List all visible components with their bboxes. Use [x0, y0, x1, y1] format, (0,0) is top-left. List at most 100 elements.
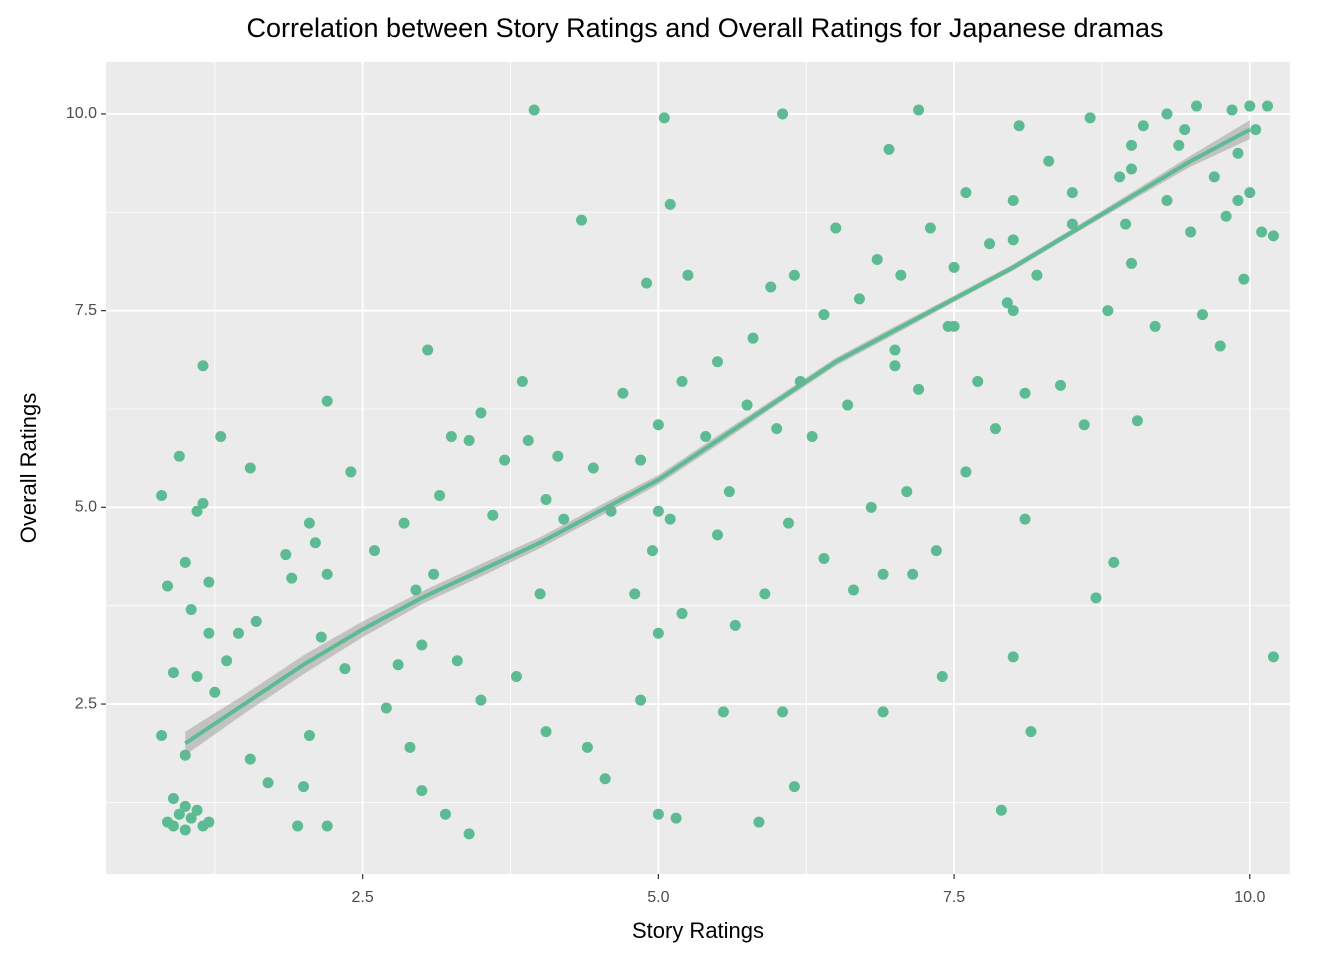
point — [1007, 651, 1019, 663]
point — [1031, 269, 1043, 281]
point — [930, 545, 942, 557]
point — [203, 576, 215, 588]
point — [510, 671, 522, 683]
point — [303, 517, 315, 529]
point — [1013, 120, 1025, 132]
point — [1001, 297, 1013, 309]
chart-title: Correlation between Story Ratings and Ov… — [247, 13, 1164, 43]
point — [960, 187, 972, 199]
point — [676, 375, 688, 387]
point — [948, 320, 960, 332]
point — [540, 726, 552, 738]
point — [309, 537, 321, 549]
point — [232, 627, 244, 639]
point — [1025, 726, 1037, 738]
point — [1238, 273, 1250, 285]
point — [250, 615, 262, 627]
point — [1244, 100, 1256, 112]
point — [185, 604, 197, 616]
point — [747, 332, 759, 344]
point — [475, 407, 487, 419]
point — [759, 588, 771, 600]
point — [842, 399, 854, 411]
point — [913, 383, 925, 395]
point — [1232, 147, 1244, 159]
point — [463, 434, 475, 446]
y-tick-label: 5.0 — [75, 499, 97, 516]
point — [1108, 556, 1120, 568]
point — [652, 505, 664, 517]
point — [871, 253, 883, 265]
smooth-line — [184, 127, 1251, 746]
point — [995, 804, 1007, 816]
point — [1084, 112, 1096, 124]
point — [1019, 387, 1031, 399]
point — [658, 112, 670, 124]
point — [729, 619, 741, 631]
point — [936, 671, 948, 683]
point — [629, 588, 641, 600]
point — [877, 568, 889, 580]
point — [191, 804, 203, 816]
point — [1179, 124, 1191, 136]
point — [723, 486, 735, 498]
point — [682, 269, 694, 281]
point — [788, 269, 800, 281]
point — [599, 773, 611, 785]
point — [818, 552, 830, 564]
point — [889, 344, 901, 356]
point — [1019, 513, 1031, 525]
point — [1232, 194, 1244, 206]
point — [1114, 171, 1126, 183]
point — [830, 222, 842, 234]
point — [575, 214, 587, 226]
plot-panel — [106, 62, 1290, 874]
point — [292, 820, 304, 832]
point — [972, 375, 984, 387]
point — [156, 490, 168, 502]
x-tick-label: 5.0 — [647, 889, 669, 906]
point — [664, 198, 676, 210]
point — [451, 655, 463, 667]
point — [1102, 305, 1114, 317]
point — [173, 808, 185, 820]
point — [439, 808, 451, 820]
point — [416, 639, 428, 651]
point — [162, 580, 174, 592]
point — [1131, 415, 1143, 427]
point — [777, 108, 789, 120]
y-tick-label: 2.5 — [75, 695, 97, 712]
point — [652, 808, 664, 820]
point — [777, 706, 789, 718]
point — [428, 568, 440, 580]
y-tick-label: 7.5 — [75, 302, 97, 319]
point — [1090, 592, 1102, 604]
point — [877, 706, 889, 718]
point — [286, 572, 298, 584]
point — [1007, 194, 1019, 206]
point — [244, 462, 256, 474]
point — [1226, 104, 1238, 116]
point — [1043, 155, 1055, 167]
point — [262, 777, 274, 789]
point — [179, 824, 191, 836]
point — [1244, 187, 1256, 199]
point — [1066, 218, 1078, 230]
point — [522, 434, 534, 446]
point — [1149, 320, 1161, 332]
point — [1161, 108, 1173, 120]
point — [445, 431, 457, 443]
point — [700, 431, 712, 443]
x-tick-label: 7.5 — [943, 889, 965, 906]
point — [321, 568, 333, 580]
point — [244, 753, 256, 765]
point — [1078, 419, 1090, 431]
point — [167, 667, 179, 679]
x-tick-label: 10.0 — [1234, 889, 1265, 906]
point — [712, 529, 724, 541]
point — [339, 663, 351, 675]
point — [924, 222, 936, 234]
point — [392, 659, 404, 671]
point — [895, 269, 907, 281]
